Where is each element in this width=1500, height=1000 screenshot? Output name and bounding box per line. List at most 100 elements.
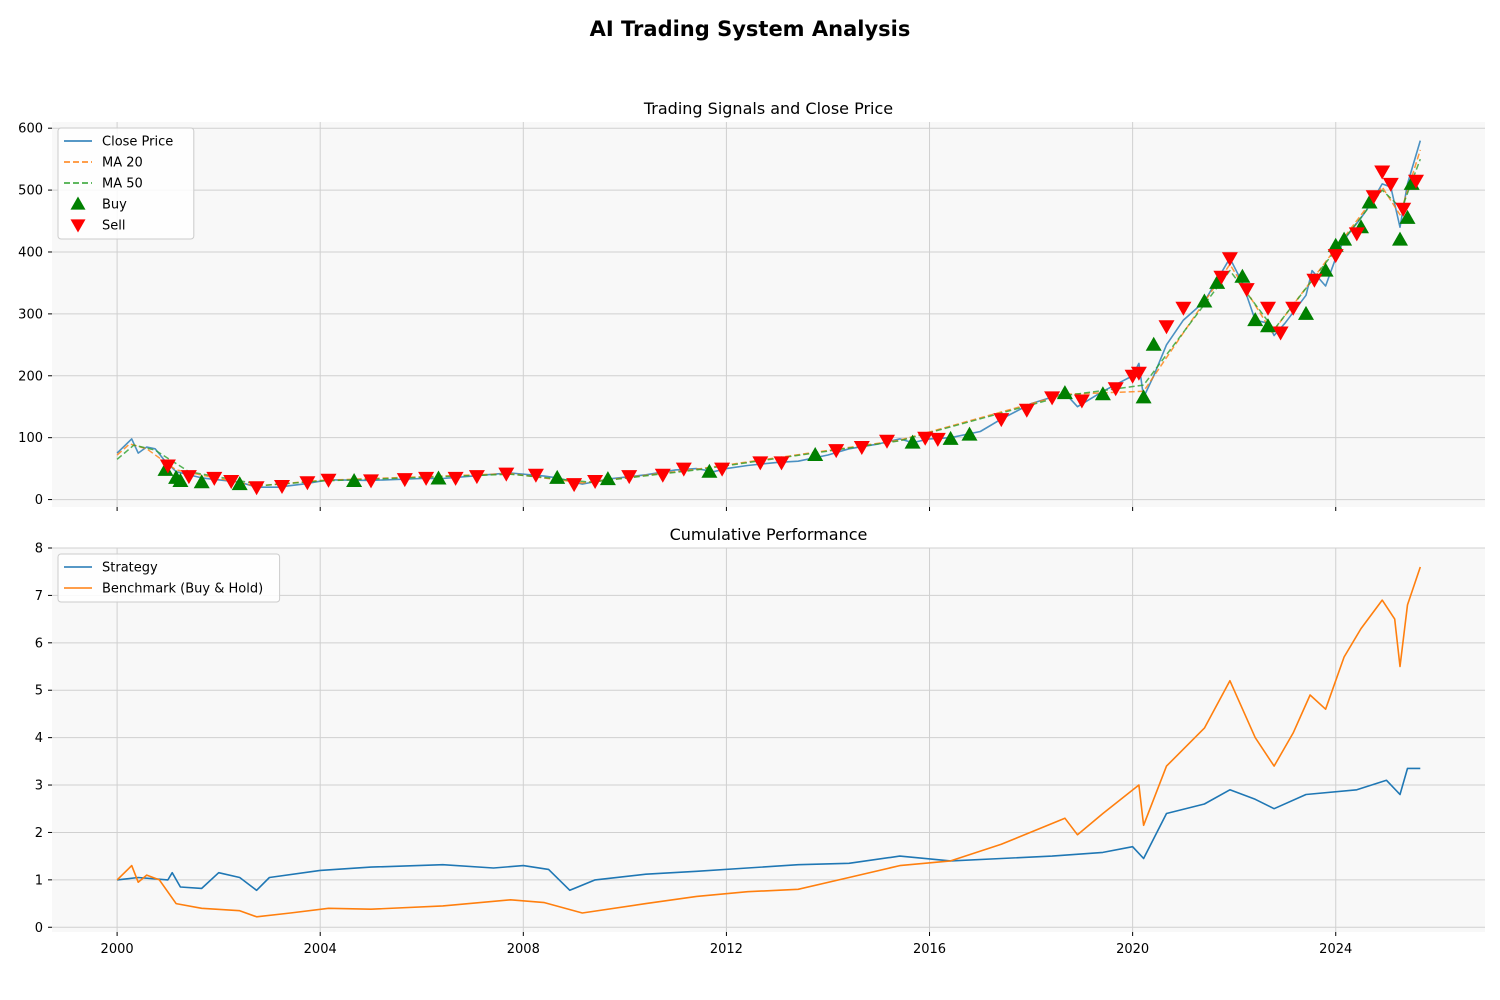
marker-sell [1408, 174, 1424, 189]
marker-buy [1327, 237, 1344, 252]
y-tick-label: 4 [35, 731, 43, 746]
marker-buy [346, 473, 363, 487]
y-tick-label: 7 [35, 589, 43, 604]
y-tick-label: 600 [18, 122, 43, 137]
marker-buy [807, 447, 824, 461]
y-tick-label: 500 [18, 184, 43, 199]
marker-sell [917, 431, 934, 446]
marker-sell [498, 467, 515, 482]
marker-sell [1073, 394, 1090, 409]
marker-buy [1298, 305, 1314, 320]
grid [52, 122, 1485, 507]
marker-buy [1317, 262, 1334, 277]
marker-sell [654, 468, 671, 483]
marker-sell [621, 470, 638, 485]
marker-sell [1327, 249, 1344, 264]
marker-sell [206, 471, 223, 486]
marker-sell [853, 441, 870, 455]
marker-sell [1238, 283, 1255, 298]
marker-sell [929, 432, 946, 447]
series-line-ma-50 [116, 158, 1422, 487]
panel-title: Trading Signals and Close Price [643, 99, 893, 118]
marker-sell [752, 456, 769, 471]
marker-sell [1272, 326, 1289, 341]
marker-buy [1056, 385, 1073, 400]
y-tick-label: 200 [18, 369, 43, 384]
figure-title: AI Trading System Analysis [590, 17, 911, 41]
y-tick-label: 6 [35, 636, 43, 651]
marker-buy [904, 434, 921, 449]
x-tick-label: 2000 [101, 942, 134, 957]
marker-sell [1044, 391, 1061, 406]
marker-sell [180, 470, 197, 485]
plot-area [52, 122, 1485, 507]
marker-sell [1221, 252, 1238, 267]
marker-buy [1399, 209, 1416, 224]
marker-sell [1260, 301, 1276, 316]
marker-sell [1213, 270, 1230, 285]
x-tick-label: 2020 [1116, 942, 1149, 957]
y-tick-label: 5 [35, 684, 43, 699]
marker-buy [942, 430, 959, 445]
legend-label-benchmark-buy-hold: Benchmark (Buy & Hold) [102, 582, 263, 597]
marker-buy [1336, 231, 1353, 246]
marker-sell [566, 478, 583, 493]
panel-title: Cumulative Performance [670, 525, 868, 544]
marker-buy [1094, 386, 1111, 401]
marker-buy [231, 476, 248, 491]
legend-label-ma-50: MA 50 [102, 177, 143, 192]
marker-sell [1348, 227, 1365, 242]
marker-sell [299, 476, 316, 491]
x-tick-label: 2008 [507, 942, 540, 957]
marker-buy [1209, 274, 1226, 289]
marker-buy [1145, 336, 1162, 351]
marker-sell [223, 475, 240, 489]
x-tick-label: 2004 [304, 942, 337, 957]
series-line-benchmark-buy-hold [116, 566, 1422, 918]
marker-sell [274, 480, 290, 494]
legend-label-sell: Sell [102, 219, 125, 234]
marker-buy [549, 469, 566, 484]
marker-buy [1247, 312, 1264, 327]
price-signals-panel: Trading Signals and Close Price 0 100 200 30… [18, 99, 1485, 511]
legend-swatch-sell [70, 219, 86, 233]
y-tick-label: 0 [35, 493, 43, 508]
y-tick-label: 300 [18, 307, 43, 322]
x-tick-label: 2024 [1319, 942, 1352, 957]
y-tick-label: 0 [35, 921, 43, 936]
y-tick-label: 8 [35, 542, 43, 557]
marker-group-sell [159, 165, 1424, 496]
y-tick-label: 1 [35, 873, 43, 888]
plot-area [52, 548, 1485, 932]
legend-label-ma-20: MA 20 [102, 156, 143, 171]
marker-sell [714, 462, 731, 477]
marker-sell [828, 444, 845, 459]
grid [52, 547, 1485, 932]
marker-buy [1135, 389, 1152, 404]
marker-sell [1107, 382, 1124, 397]
marker-sell [1018, 403, 1035, 418]
marker-sell [1175, 301, 1192, 316]
marker-buy [1392, 231, 1408, 246]
y-tick-label: 400 [18, 245, 43, 260]
marker-sell [320, 473, 337, 488]
legend-label-strategy: Strategy [102, 561, 158, 576]
marker-buy [961, 426, 978, 441]
marker-sell [1374, 165, 1391, 180]
legend: Close Price MA 20 MA 50 Buy Sell [57, 127, 195, 240]
legend: Strategy Benchmark (Buy & Hold) [57, 553, 281, 603]
legend-box [57, 127, 195, 240]
marker-buy [599, 471, 616, 486]
legend-label-buy: Buy [102, 198, 127, 213]
cumulative-performance-panel: Cumulative Performance 0 1 2 3 4 5 6 7 8 2000 2004 2… [35, 525, 1485, 957]
marker-sell [1306, 273, 1323, 288]
marker-buy [1260, 318, 1276, 333]
marker-buy [1361, 194, 1378, 209]
legend-label-close-price: Close Price [102, 135, 173, 150]
y-tick-label: 2 [35, 826, 43, 841]
marker-sell [1382, 177, 1399, 192]
marker-sell [587, 475, 604, 489]
x-tick-label: 2012 [710, 942, 743, 957]
